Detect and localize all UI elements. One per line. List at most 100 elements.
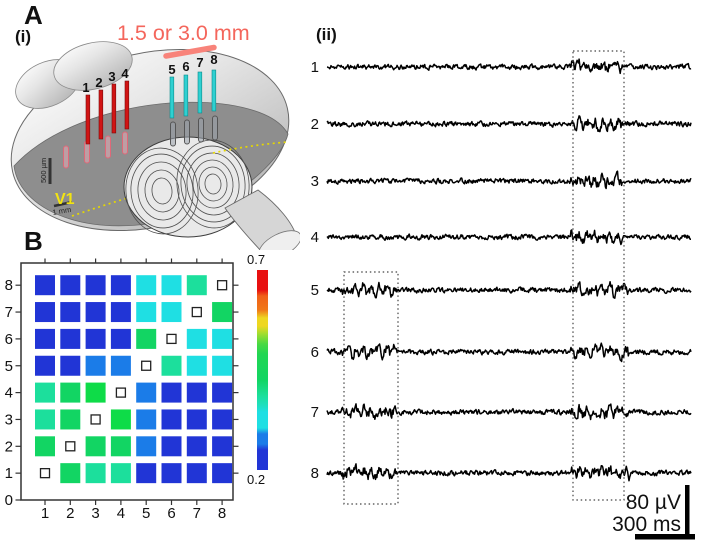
heatmap-cell [60, 463, 81, 484]
trace-label: 2 [311, 116, 319, 133]
y-tick-label: 8 [5, 277, 13, 294]
electrodes-cyan [169, 69, 217, 119]
heatmap-cell [212, 409, 233, 430]
heatmap-cell [35, 275, 55, 296]
x-tick-label: 8 [218, 505, 226, 522]
heatmap-cell [212, 302, 233, 323]
heatmap-cell [35, 409, 55, 430]
electrode-number-3: 3 [108, 69, 115, 84]
heatmap-cell [136, 275, 157, 296]
lfp-trace [326, 170, 692, 190]
heatmap-cell [212, 355, 233, 376]
heatmap-cell [35, 302, 55, 323]
heatmap-diagonal-marker [115, 387, 127, 398]
brainstem-illustration [224, 189, 300, 250]
x-tick-label: 6 [167, 505, 175, 522]
lfp-trace [326, 115, 692, 133]
heatmap-cell [136, 328, 157, 349]
heatmap-cell [60, 355, 81, 376]
heatmap-cell [161, 382, 182, 403]
brain-schematic: 1 2 3 4 5 6 7 8 500 µm 1 mm V1 1.5 or 3.… [10, 21, 300, 250]
cerebellum-illustration [123, 136, 253, 238]
colorbar [257, 270, 268, 470]
electrode-number-7: 7 [196, 55, 203, 70]
heatmap-diagonal-marker [166, 333, 177, 345]
buried-electrode-tips-red [63, 131, 128, 169]
y-tick-label: 4 [5, 385, 13, 402]
heatmap-diagonal-marker [216, 280, 228, 291]
lfp-trace [326, 280, 692, 299]
x-tick-label: 2 [66, 505, 74, 522]
heatmap-cell [161, 463, 182, 484]
heatmap-cell [60, 409, 81, 430]
heatmap-diagonal-marker [39, 467, 51, 479]
y-tick-label: 0 [5, 492, 13, 509]
x-tick-label: 7 [193, 505, 201, 522]
heatmap-cell [212, 463, 233, 484]
heatmap-cell [85, 463, 106, 484]
burst-marker-box-right [572, 50, 625, 501]
heatmap-cell [186, 382, 207, 403]
heatmap-axes-box [20, 262, 234, 501]
trace-label: 3 [311, 173, 319, 190]
trace-label: 8 [311, 465, 319, 482]
y-tick-label: 3 [5, 411, 13, 428]
v1-label: V1 [55, 191, 75, 208]
panel-ai-label: (i) [15, 27, 32, 46]
electrode-number-1: 1 [82, 80, 89, 95]
lfp-trace [326, 463, 692, 482]
heatmap-cell [212, 328, 233, 349]
lfp-trace [326, 403, 692, 421]
heatmap-cell [110, 275, 131, 296]
heatmap-cell [35, 355, 55, 376]
time-scalebar-label: 300 ms [612, 513, 681, 536]
heatmap-cell [110, 436, 131, 457]
lfp-traces-panel: 1 2 3 4 5 6 7 8 80 µV 300 ms [311, 50, 695, 540]
y-tick-label: 7 [5, 304, 13, 321]
electrode-number-5: 5 [168, 62, 175, 77]
distance-annotation: 1.5 or 3.0 mm [117, 21, 250, 45]
heatmap-cell [60, 328, 81, 349]
heatmap-cell [35, 382, 55, 403]
panel-a-label: A [24, 0, 43, 30]
heatmap-cell [136, 436, 157, 457]
heatmap-diagonal-marker [65, 441, 76, 452]
heatmap-cell [110, 302, 131, 323]
electrode-number-6: 6 [182, 59, 189, 74]
x-tick-label: 3 [91, 505, 99, 522]
heatmap-cell [161, 275, 182, 296]
heatmap-cell [60, 302, 81, 323]
heatmap-cell [186, 409, 207, 430]
heatmap-cell [212, 382, 233, 403]
x-tick-label: 4 [117, 505, 125, 522]
trace-label: 7 [311, 404, 319, 421]
trace-label: 5 [311, 282, 319, 299]
width-scalebar [53, 200, 73, 208]
v1-border-dashed-right [212, 141, 289, 154]
heatmap-cell [136, 409, 157, 430]
heatmap-cell [110, 463, 131, 484]
panel-aii-label: (ii) [316, 25, 337, 44]
heatmap-diagonal-marker [141, 360, 152, 371]
electrode-number-4: 4 [121, 66, 129, 81]
x-tick-label: 1 [41, 505, 49, 522]
heatmap-cell [161, 409, 182, 430]
heatmap-cell [35, 436, 55, 457]
depth-scalebar-label: 500 µm [39, 158, 48, 183]
heatmap-cell [212, 436, 233, 457]
electrode-number-8: 8 [210, 52, 217, 67]
electrodes-red [85, 80, 130, 145]
trace-label: 1 [311, 59, 319, 76]
heatmap-cell [110, 409, 131, 430]
width-scalebar-label: 1 mm [52, 205, 72, 217]
heatmap-cell [85, 275, 106, 296]
heatmap-cell [186, 463, 207, 484]
voltage-scalebar [685, 485, 690, 538]
x-tick-label: 5 [142, 505, 150, 522]
y-tick-label: 5 [5, 358, 13, 375]
heatmap-cell [110, 328, 131, 349]
lfp-trace [326, 342, 692, 363]
heatmap-cell [85, 302, 106, 323]
